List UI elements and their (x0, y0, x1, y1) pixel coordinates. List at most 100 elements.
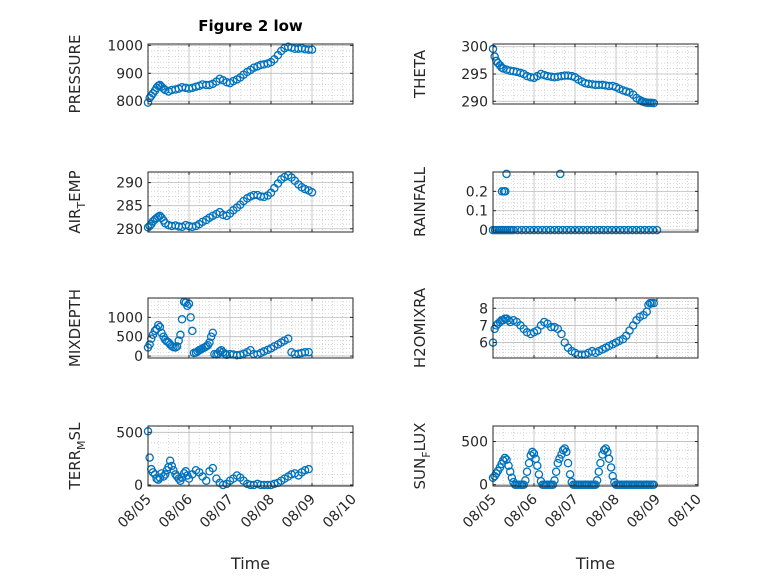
data-point (249, 63, 259, 72)
data-point (504, 316, 513, 325)
data-point (555, 454, 564, 464)
y-tick-label: 280 (116, 222, 143, 238)
y-axis-label-main: AIR (66, 209, 84, 234)
y-axis-label-main: PRESSURE (66, 35, 84, 114)
y-tick-label: 285 (116, 199, 143, 215)
data-point (501, 187, 510, 196)
axes-mixdepth: 0 500 1000 MIXDEPTH (66, 289, 354, 367)
y-axis-label-main: RAINFALL (411, 166, 429, 237)
data-point (529, 225, 539, 235)
data-point (521, 225, 531, 235)
y-axis-label-main: THETA (411, 49, 429, 99)
x-axis-label: Time (230, 554, 270, 573)
y-axis-label: TERRMSL (66, 422, 88, 491)
data-point (176, 330, 185, 340)
data-point (592, 476, 602, 485)
y-tick-label: 0 (134, 478, 143, 494)
data-point (505, 467, 515, 477)
data-point (174, 336, 183, 345)
data-point (652, 225, 662, 235)
y-tick-label: 500 (116, 425, 143, 441)
data-point (628, 225, 637, 235)
data-point (171, 343, 180, 352)
y-axis-label: THETA (411, 49, 429, 99)
data-point (591, 225, 600, 235)
data-point (557, 329, 566, 339)
data-point (553, 458, 563, 468)
data-point (611, 225, 621, 235)
data-point (583, 225, 592, 235)
axes-frame (492, 425, 699, 487)
y-tick-label: 7 (479, 318, 488, 334)
data-point (562, 225, 572, 235)
data-point (562, 447, 571, 457)
data-point (169, 465, 178, 475)
data-point (619, 225, 629, 235)
data-point (304, 45, 313, 54)
data-point (563, 458, 573, 468)
data-point (603, 225, 613, 235)
y-axis-label-subscript: T (75, 202, 88, 210)
data-point (546, 225, 555, 235)
data-point (570, 225, 580, 235)
data-point (220, 349, 230, 358)
data-point (555, 169, 565, 179)
data-point (218, 480, 228, 490)
data-point (181, 467, 190, 476)
y-tick-label: 0.1 (466, 204, 488, 220)
y-tick-label: 300 (461, 40, 488, 56)
data-point (507, 473, 517, 483)
y-axis-label-main: MIXDEPTH (66, 289, 84, 367)
data-point (497, 63, 506, 72)
data-point (159, 472, 168, 481)
axes-frame (492, 171, 699, 233)
data-point (521, 476, 530, 485)
data-point (153, 320, 163, 330)
data-point (188, 222, 197, 232)
data-point (148, 468, 158, 477)
y-tick-label: 0.2 (466, 184, 488, 200)
data-point (519, 480, 529, 489)
axes-frame (492, 297, 699, 359)
data-point (160, 470, 170, 479)
data-point (502, 169, 511, 179)
y-axis-label: PRESSURE (66, 35, 84, 114)
axes-frame (147, 297, 354, 359)
data-point (259, 192, 269, 202)
data-point (649, 298, 658, 308)
y-axis-label-subscript: F (420, 451, 433, 457)
y-axis-label: RAINFALL (411, 166, 429, 237)
axes-rainfall: 0 0.1 0.2 RAINFALL (411, 166, 699, 239)
data-point (183, 301, 192, 310)
axes-h2omixra: 6 78 H2OMIXRA (411, 287, 699, 368)
y-axis-label-tail: SL (66, 422, 84, 441)
y-axis-label-tail: EMP (66, 170, 84, 201)
data-point (558, 225, 567, 235)
y-tick-label: 800 (116, 94, 143, 110)
data-point (550, 476, 559, 485)
y-axis-label: MIXDEPTH (66, 289, 84, 367)
y-tick-label: 500 (116, 330, 143, 346)
data-point (542, 225, 551, 235)
data-point (533, 461, 542, 470)
data-point (145, 453, 154, 462)
data-point (300, 465, 310, 475)
y-tick-label: 290 (116, 176, 143, 192)
data-point (509, 225, 518, 235)
y-axis-label: AIRTEMP (66, 170, 88, 233)
y-tick-label: 500 (461, 435, 488, 451)
data-point (208, 463, 218, 473)
figure-title: Figure 2 low (198, 17, 303, 35)
data-point (591, 480, 600, 489)
data-point (283, 334, 293, 343)
data-point (186, 313, 195, 322)
data-point (165, 456, 175, 465)
data-point (632, 225, 641, 235)
data-point (624, 225, 633, 235)
y-axis-label-subscript: M (75, 440, 88, 450)
y-tick-label: 0 (134, 349, 143, 365)
data-point (596, 458, 605, 468)
data-point (500, 453, 510, 463)
y-axis-label-main: TERR (66, 450, 84, 491)
